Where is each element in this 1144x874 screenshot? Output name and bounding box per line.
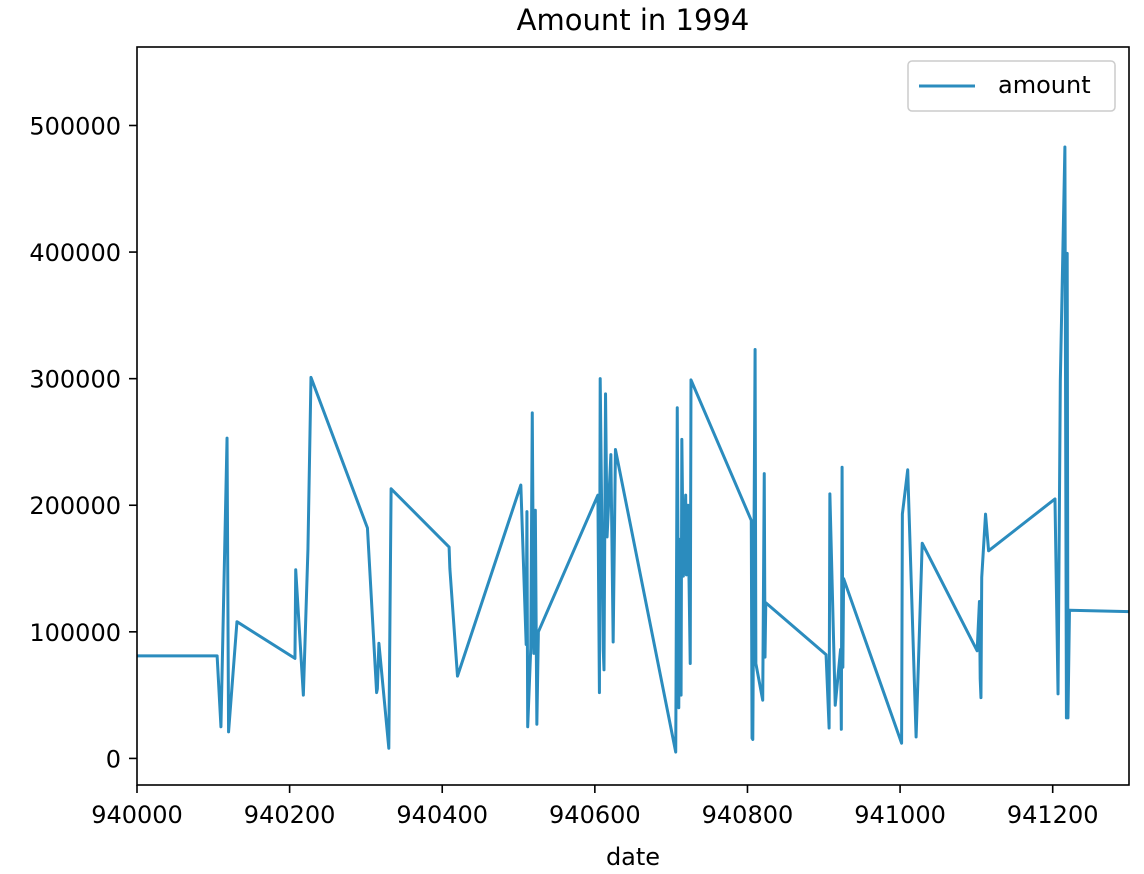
y-tick-label: 500000 — [29, 112, 121, 140]
x-axis: 940000 940200 940400 940600 940800 941000 9412… — [91, 785, 1099, 829]
y-tick-label: 200000 — [29, 492, 121, 520]
x-tick-label: 940600 — [549, 801, 641, 829]
legend: amount — [907, 60, 1116, 112]
y-tick-label: 100000 — [29, 619, 121, 647]
x-axis-label: date — [606, 843, 660, 871]
legend-box — [907, 60, 1116, 112]
series-line-amount — [137, 145, 1129, 754]
x-tick-label: 940400 — [396, 801, 488, 829]
legend-label-amount: amount — [998, 71, 1091, 99]
y-tick-label: 400000 — [29, 239, 121, 267]
y-tick-label: 0 — [106, 745, 121, 773]
x-tick-label: 941200 — [1007, 801, 1099, 829]
x-tick-label: 940200 — [244, 801, 336, 829]
y-axis: 0 100000 200000 300000 400000 500000 — [29, 112, 137, 773]
plot-frame — [136, 46, 1130, 786]
chart-title: Amount in 1994 — [517, 3, 750, 37]
x-tick-label: 941000 — [854, 801, 946, 829]
y-tick-label: 300000 — [29, 366, 121, 394]
x-tick-label: 940800 — [702, 801, 794, 829]
x-tick-label: 940000 — [91, 801, 183, 829]
